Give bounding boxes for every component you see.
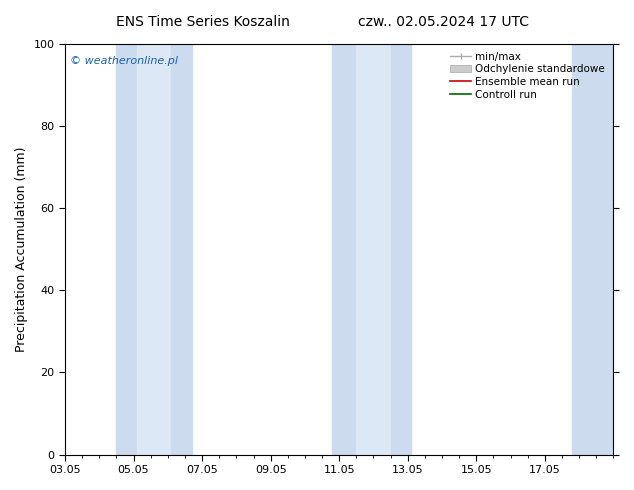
Text: ENS Time Series Koszalin: ENS Time Series Koszalin (116, 15, 290, 29)
Bar (332, 44, 356, 455)
Text: © weatheronline.pl: © weatheronline.pl (70, 56, 178, 66)
Bar (171, 44, 192, 455)
Bar (356, 44, 391, 455)
Bar (391, 44, 411, 455)
Legend: min/max, Odchylenie standardowe, Ensemble mean run, Controll run: min/max, Odchylenie standardowe, Ensembl… (447, 49, 608, 103)
Text: czw.. 02.05.2024 17 UTC: czw.. 02.05.2024 17 UTC (358, 15, 529, 29)
Bar (573, 44, 614, 455)
Bar (137, 44, 171, 455)
Y-axis label: Precipitation Accumulation (mm): Precipitation Accumulation (mm) (15, 147, 28, 352)
Bar (117, 44, 137, 455)
